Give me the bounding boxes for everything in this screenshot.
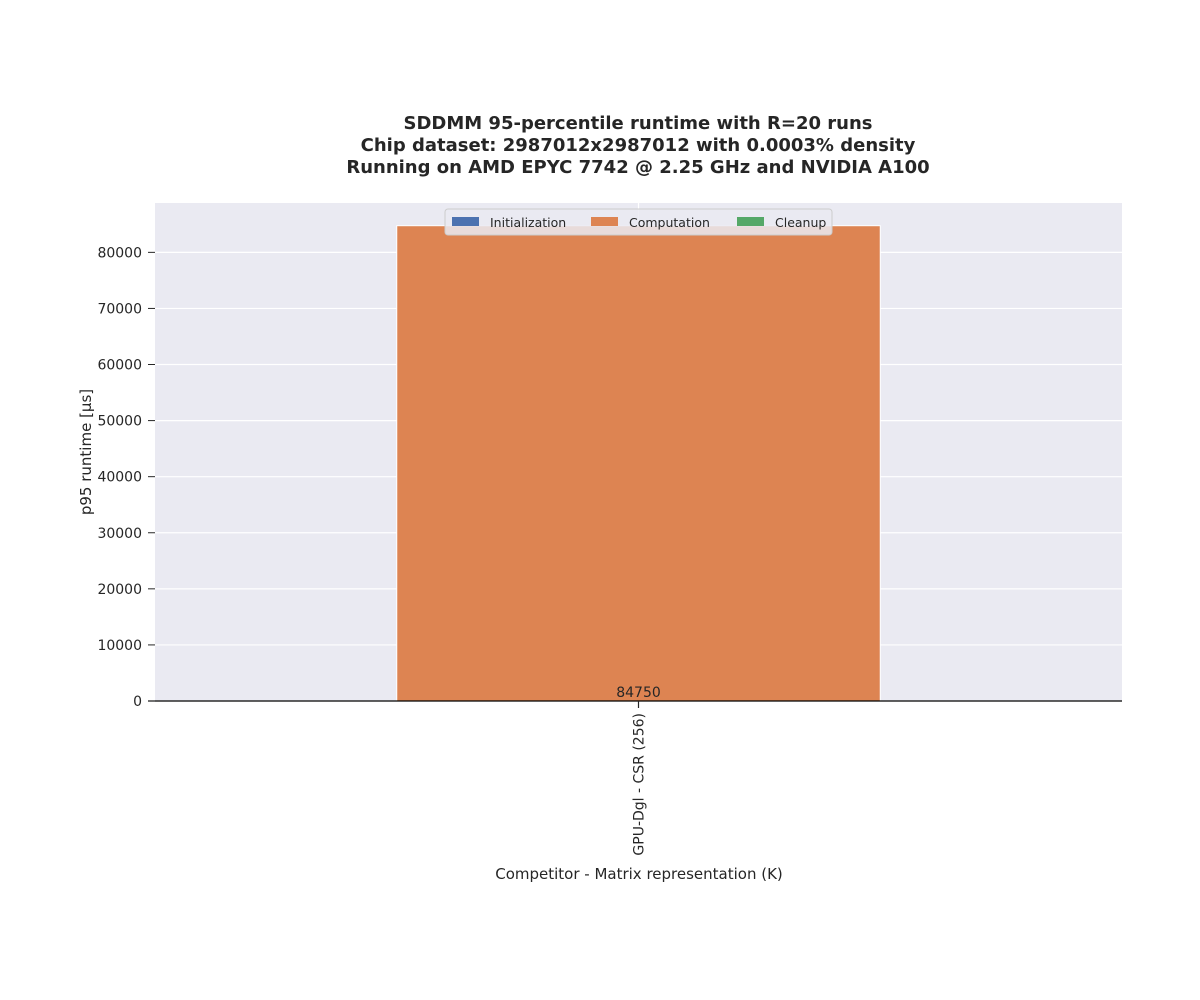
legend: Initialization Computation Cleanup bbox=[444, 208, 833, 236]
y-axis-label: p95 runtime [µs] bbox=[77, 389, 95, 515]
y-tick-label: 70000 bbox=[97, 301, 142, 317]
legend-box bbox=[444, 208, 833, 236]
y-tick-label: 0 bbox=[133, 694, 142, 710]
x-tick-label: GPU-Dgl - CSR (256) bbox=[632, 713, 648, 856]
legend-label-cleanup: Cleanup bbox=[775, 215, 826, 230]
y-axis-ticks: 0 10000 20000 30000 40000 50000 60000 70000 8000… bbox=[97, 245, 155, 710]
chart-title-line-3: Running on AMD EPYC 7742 @ 2.25 GHz and … bbox=[346, 157, 929, 178]
y-tick-label: 80000 bbox=[97, 245, 142, 261]
bar-computation bbox=[396, 225, 881, 702]
y-tick-label: 40000 bbox=[97, 470, 142, 486]
data-labels: 84750 bbox=[616, 685, 661, 701]
chart-title-line-2: Chip dataset: 2987012x2987012 with 0.000… bbox=[361, 135, 916, 156]
x-axis-label: Competitor - Matrix representation (K) bbox=[495, 865, 783, 883]
y-tick-label: 60000 bbox=[97, 358, 142, 374]
legend-label-computation: Computation bbox=[629, 215, 710, 230]
y-tick-label: 30000 bbox=[97, 526, 142, 542]
y-tick-label: 10000 bbox=[97, 638, 142, 654]
bars-layer bbox=[148, 225, 1122, 702]
legend-items: Initialization Computation Cleanup bbox=[452, 215, 826, 230]
bar-value-label: 84750 bbox=[616, 685, 661, 701]
y-tick-label: 20000 bbox=[97, 582, 142, 598]
legend-swatch-initialization bbox=[452, 217, 479, 226]
legend-swatch-cleanup bbox=[737, 217, 764, 226]
legend-label-initialization: Initialization bbox=[490, 215, 566, 230]
y-tick-label: 50000 bbox=[97, 414, 142, 430]
legend-swatch-computation bbox=[591, 217, 618, 226]
x-axis-ticks: GPU-Dgl - CSR (256) bbox=[632, 701, 648, 856]
chart-title-line-1: SDDMM 95-percentile runtime with R=20 ru… bbox=[403, 113, 872, 134]
